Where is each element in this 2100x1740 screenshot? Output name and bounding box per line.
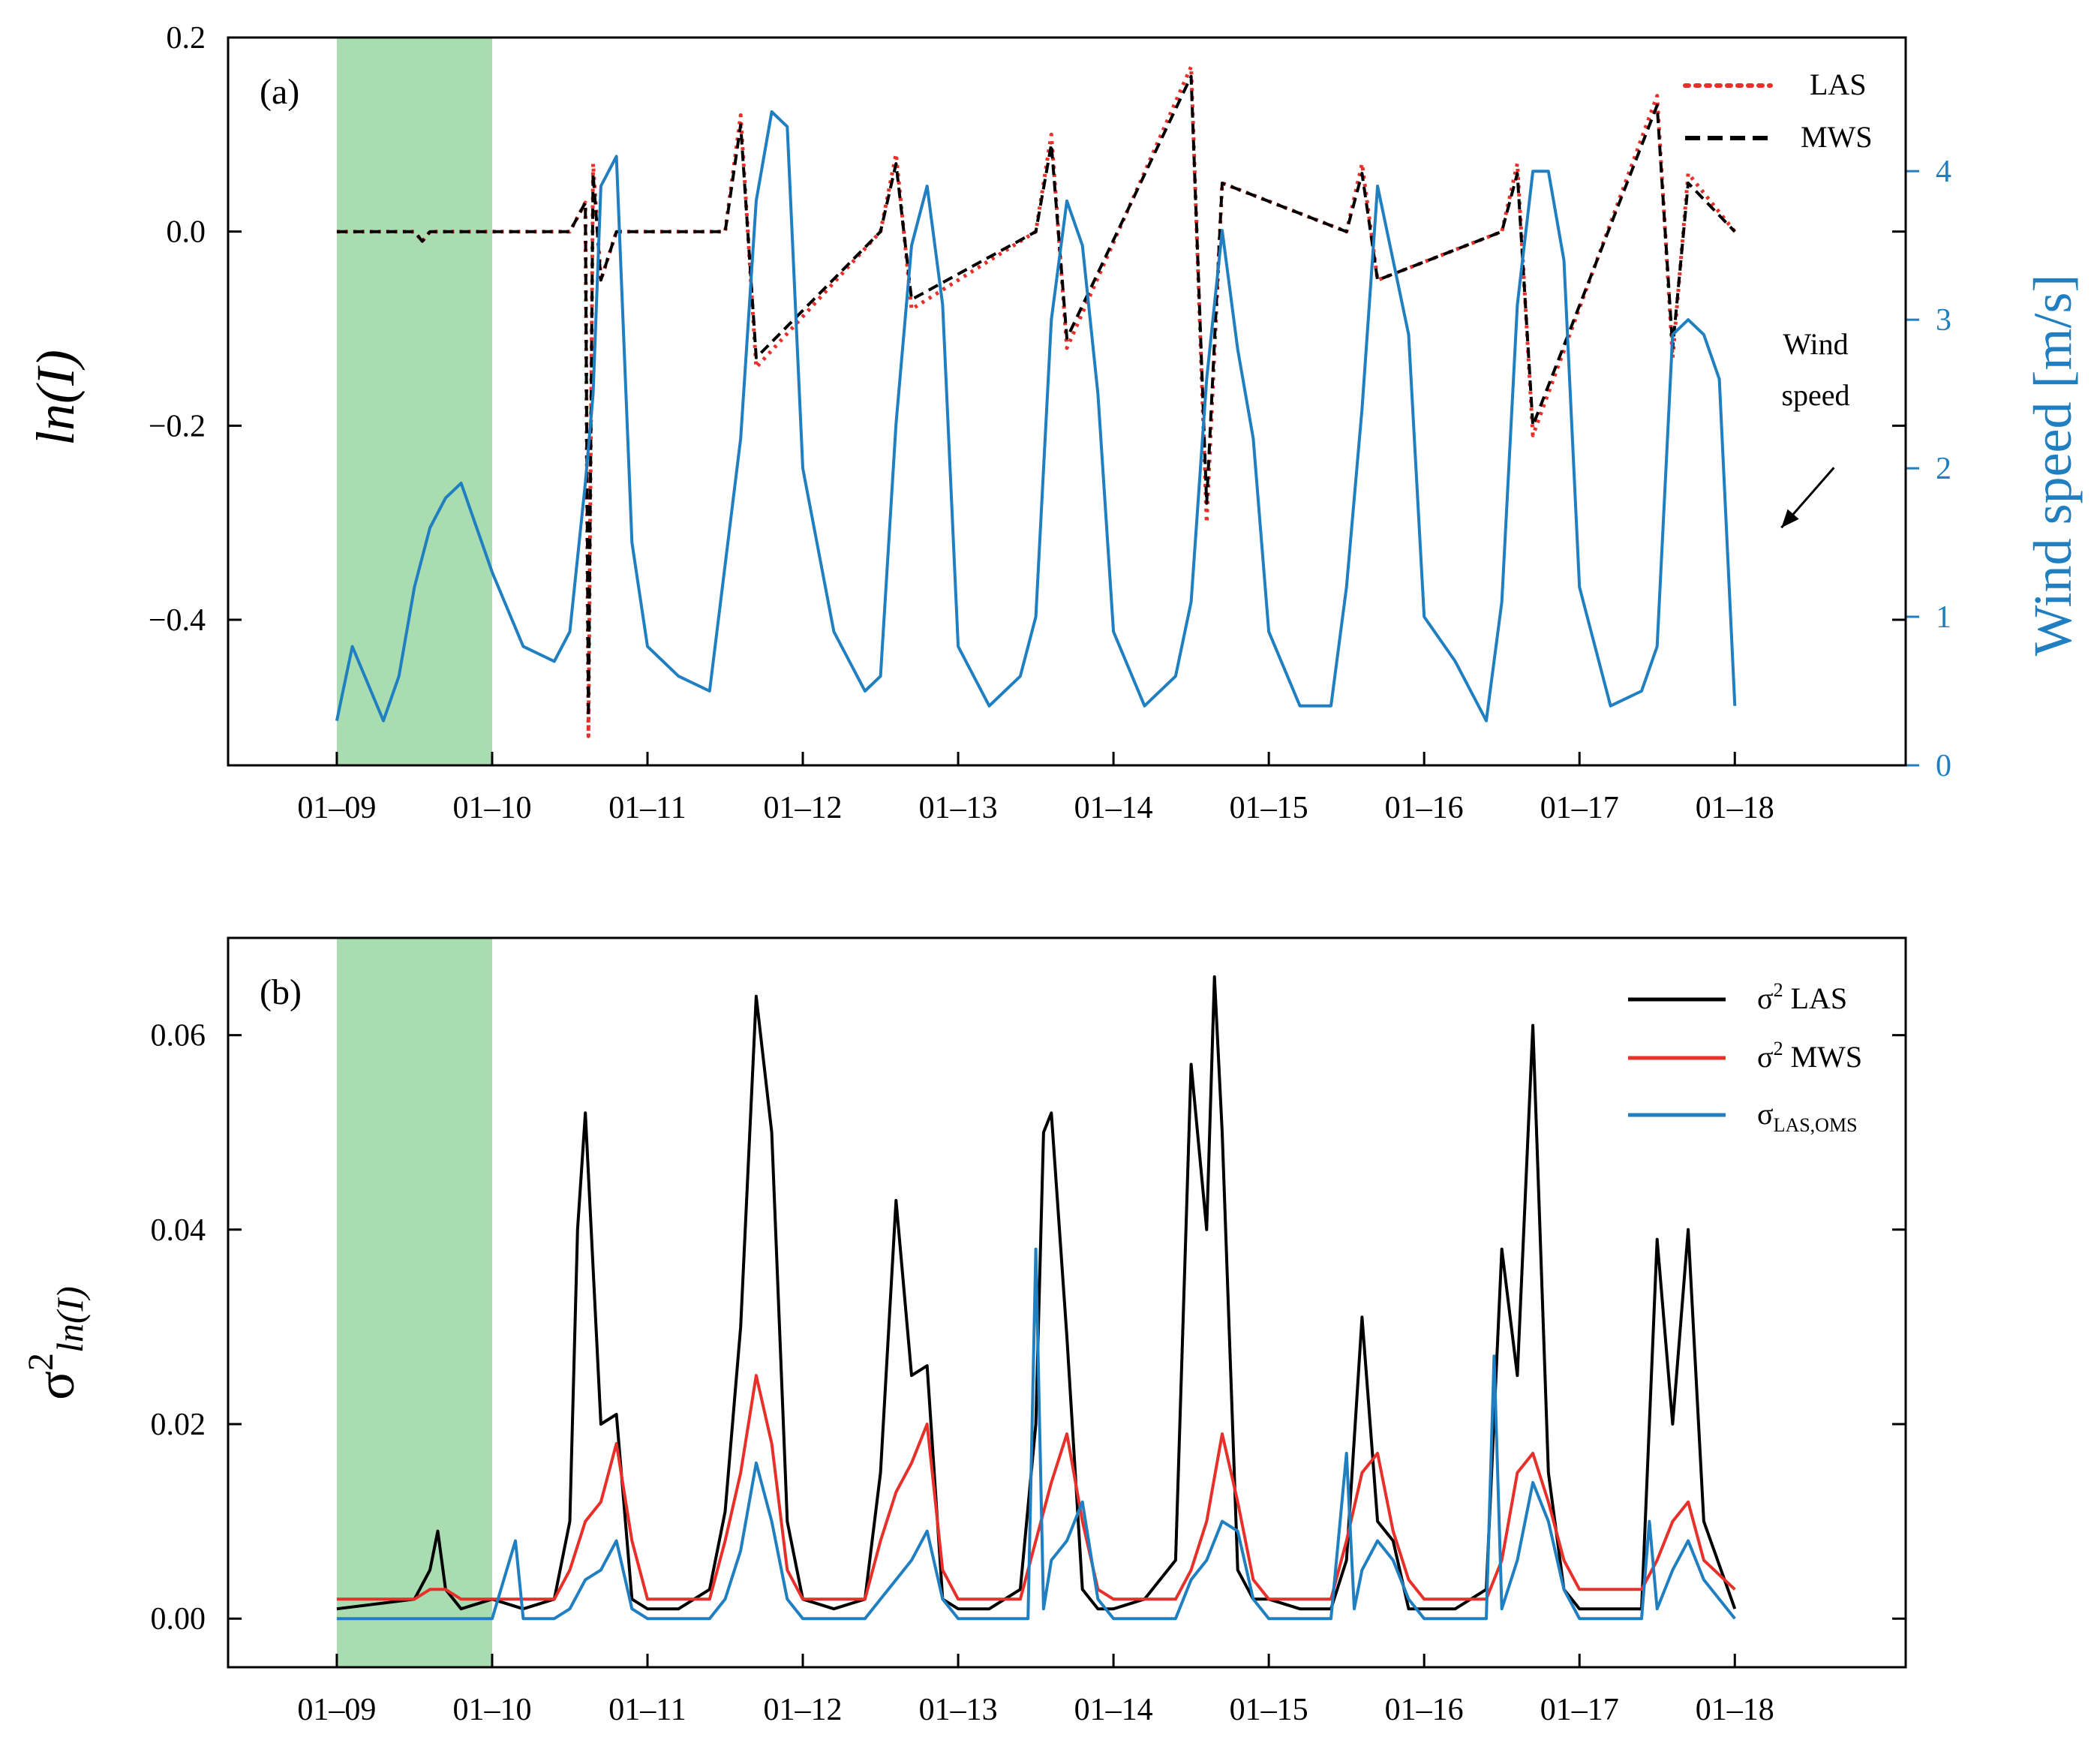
- x-tick-label: 01–09: [297, 791, 376, 825]
- legend-label-las-a: LAS: [1810, 68, 1867, 101]
- legend-mws-main: σ: [1757, 1040, 1774, 1074]
- y-tick-label: 0.0: [167, 215, 206, 250]
- y-tick-label: −0.2: [149, 409, 206, 443]
- y-axis-label-b-main: σ: [26, 1371, 86, 1400]
- legend-cov-main: σ: [1757, 1097, 1774, 1131]
- legend-label-cov-b: σLAS,OMS: [1757, 1097, 1858, 1136]
- x-tick-label: 01–11: [608, 791, 686, 825]
- y-tick-label: 0.02: [151, 1408, 206, 1442]
- x-tick-label: 01–15: [1230, 791, 1308, 825]
- y-axis-label-right-a: Wind speed [m/s]: [2023, 275, 2083, 657]
- y-tick-label-wind: 0: [1936, 749, 1951, 783]
- annotation-line1: Wind: [1783, 327, 1848, 361]
- series-line--mws: [336, 1374, 1736, 1601]
- y-tick-label: 0.2: [167, 21, 206, 56]
- legend-b: σ2 LAS σ2 MWS σLAS,OMS: [1628, 979, 1862, 1136]
- panel-a: 01–09 01–10 01–11 01–12 01–13 01–14 01–15 01–16…: [26, 21, 2083, 825]
- y-tick-label: 0.04: [151, 1213, 206, 1248]
- x-tick-label: 01–10: [452, 1693, 531, 1727]
- panel-b: 01–09 01–10 01–11 01–12 01–13 01–14 01–15 01–16…: [21, 936, 1907, 1727]
- axis-ticks-a: 01–09 01–10 01–11 01–12 01–13 01–14 01–15 01–16…: [149, 21, 1951, 825]
- x-tick-label: 01–18: [1696, 1693, 1774, 1727]
- series-line--las-oms: [336, 1247, 1736, 1621]
- shaded-region: [336, 38, 492, 765]
- legend-label-mws-b: σ2 MWS: [1757, 1038, 1862, 1074]
- plot-frame-a: [227, 36, 1907, 767]
- x-tick-label: 01–09: [297, 1693, 376, 1727]
- legend-mws-text: MWS: [1783, 1040, 1863, 1074]
- annotation-line2: speed: [1781, 378, 1849, 412]
- plot-frame-b: [227, 936, 1907, 1669]
- legend-las-text: LAS: [1783, 981, 1848, 1015]
- y-axis-label-b-sub: ln(I): [49, 1286, 91, 1353]
- x-tick-label: 01–12: [764, 791, 843, 825]
- y-axis-label-b: σ2ln(I): [21, 1286, 91, 1400]
- series-line--las: [336, 975, 1737, 1611]
- axis-ticks-b: 01–09 01–10 01–11 01–12 01–13 01–14 01–15 01–16…: [151, 1019, 1906, 1727]
- wind-speed-annotation: Wind speed: [1780, 327, 1850, 529]
- x-tick-label: 01–13: [919, 1693, 998, 1727]
- y-axis-label-b-sup: 2: [21, 1353, 61, 1371]
- shaded-period-b: [336, 938, 492, 1667]
- y-tick-label-wind: 1: [1936, 600, 1951, 635]
- legend-a: LAS MWS: [1683, 68, 1873, 154]
- shaded-region: [336, 938, 492, 1667]
- y-axis-label-a: ln(I): [26, 350, 86, 446]
- x-tick-label: 01–18: [1696, 791, 1774, 825]
- x-tick-label: 01–15: [1230, 1693, 1308, 1727]
- series-group-b: [336, 975, 1737, 1621]
- y-tick-label: 0.06: [151, 1019, 206, 1053]
- x-tick-label: 01–14: [1074, 791, 1153, 825]
- annotation-arrowhead: [1781, 509, 1799, 528]
- y-tick-label-wind: 4: [1936, 155, 1951, 189]
- y-tick-label: −0.4: [149, 603, 206, 638]
- series-line-mws: [336, 74, 1736, 719]
- legend-cov-sub: LAS,OMS: [1774, 1114, 1858, 1136]
- x-tick-label: 01–17: [1540, 791, 1619, 825]
- y-tick-label: 0.00: [151, 1602, 206, 1636]
- x-tick-label: 01–11: [608, 1693, 686, 1727]
- legend-las-sup: 2: [1774, 979, 1783, 1001]
- series-group-a: [335, 65, 1737, 738]
- x-tick-label: 01–14: [1074, 1693, 1153, 1727]
- legend-las-main: σ: [1757, 981, 1774, 1015]
- x-tick-label: 01–16: [1385, 1693, 1464, 1727]
- series-line-wind-speed: [335, 110, 1737, 723]
- x-tick-label: 01–17: [1540, 1693, 1619, 1727]
- shaded-period-a: [336, 38, 492, 765]
- legend-label-las-b: σ2 LAS: [1757, 979, 1847, 1015]
- x-tick-label: 01–13: [919, 791, 998, 825]
- legend-label-mws-a: MWS: [1801, 120, 1873, 154]
- y-tick-label-wind: 3: [1936, 303, 1951, 338]
- panel-label-a: (a): [260, 72, 299, 112]
- series-line-las: [336, 65, 1737, 738]
- x-tick-label: 01–12: [764, 1693, 843, 1727]
- legend-mws-sup: 2: [1774, 1038, 1783, 1059]
- y-tick-label-wind: 2: [1936, 452, 1951, 486]
- x-tick-label: 01–10: [452, 791, 531, 825]
- panel-label-b: (b): [260, 972, 302, 1012]
- x-tick-label: 01–16: [1385, 791, 1464, 825]
